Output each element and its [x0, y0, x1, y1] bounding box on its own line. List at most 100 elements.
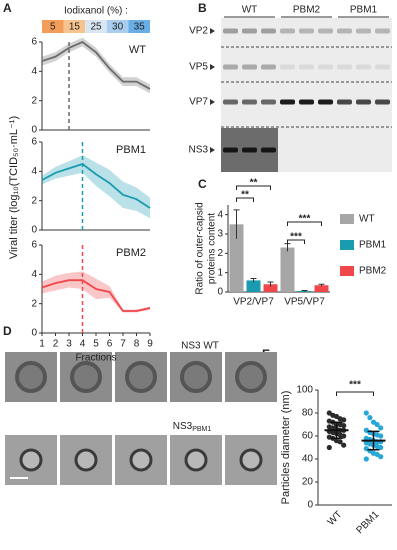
blot-marker — [210, 64, 215, 70]
blot-protein-label: NS3 — [189, 145, 209, 156]
blot-band — [242, 147, 257, 153]
data-point — [378, 454, 384, 460]
x-tick-label: PBM1 — [354, 509, 381, 536]
data-line — [41, 40, 151, 90]
y-tick-label: 0 — [31, 225, 37, 236]
y-tick-label: 2 — [31, 298, 37, 309]
error-bar — [233, 209, 240, 239]
y-tick-label: 0 — [217, 287, 223, 298]
y-tick-label: 1 — [217, 267, 223, 278]
blot-band — [337, 64, 352, 70]
bar — [280, 247, 295, 292]
y-tick-label: 4 — [31, 166, 37, 177]
x-tick-label: 9 — [147, 339, 153, 350]
panel-letter: B — [198, 1, 207, 15]
data-point — [378, 425, 384, 431]
significance-label: ** — [250, 178, 258, 189]
x-tick-label: 8 — [134, 339, 140, 350]
blot-band — [299, 99, 314, 105]
gradient-step — [42, 20, 64, 33]
sd-bar — [330, 421, 343, 440]
particle — [15, 361, 47, 393]
y-axis-label: Ratio of outer-capsid — [195, 202, 206, 294]
legend-label: PBM1 — [359, 240, 387, 251]
particle — [129, 448, 153, 472]
y-tick-label: 0 — [31, 328, 37, 339]
significance-label: *** — [299, 214, 311, 225]
blot-band — [356, 64, 371, 70]
y-tick-label: 6 — [31, 240, 37, 251]
data-point — [367, 415, 373, 421]
data-point — [378, 433, 384, 439]
blot-marker — [210, 99, 215, 105]
micrograph-label: NS3PBM1 — [173, 421, 212, 433]
blot-band — [261, 28, 276, 34]
blot-band — [375, 28, 390, 34]
y-axis-label: Particles diameter (nm) — [280, 391, 292, 505]
y-tick-label: 20 — [302, 477, 314, 488]
x-tick-label: 3 — [66, 339, 72, 350]
series-label: PBM2 — [116, 247, 146, 259]
data-point — [326, 444, 332, 451]
x-tick-label: WT — [326, 509, 345, 528]
particle — [180, 361, 212, 393]
significance-bracket — [287, 239, 305, 244]
x-tick-label: VP5/VP7 — [284, 297, 325, 308]
blot-marker — [210, 28, 215, 34]
panel-letter: D — [3, 324, 12, 338]
blot-band — [375, 99, 390, 105]
particle — [74, 448, 98, 472]
particle — [235, 361, 267, 393]
y-tick-label: 0 — [31, 125, 37, 136]
y-tick-label: 2 — [31, 195, 37, 206]
blot-band — [337, 28, 352, 34]
blot-band — [242, 28, 257, 34]
y-tick-label: 100 — [296, 385, 313, 396]
y-tick-label: 60 — [302, 431, 314, 442]
blot-group-label: PBM1 — [350, 5, 378, 16]
y-tick-label: 6 — [31, 37, 37, 48]
gradient-label: 35 — [134, 22, 146, 33]
blot-band — [223, 99, 238, 105]
blot-band — [280, 99, 295, 105]
error-bar — [301, 289, 308, 292]
micrograph-label: NS3 WT — [181, 341, 219, 352]
significance-label: ** — [241, 190, 249, 201]
blot-band — [318, 28, 333, 34]
data-point — [341, 423, 347, 429]
blot-marker — [210, 147, 215, 153]
blot-protein-label: VP7 — [189, 97, 208, 108]
x-tick-label: 7 — [120, 339, 126, 350]
sd-bar — [367, 430, 380, 451]
blot-band — [299, 28, 314, 34]
error-band — [96, 278, 110, 300]
blot-band — [280, 64, 295, 70]
micrograph-label-sub: PBM1 — [192, 426, 211, 433]
particle — [239, 448, 263, 472]
x-tick-label: 4 — [80, 339, 86, 350]
y-tick-label: 0 — [307, 500, 313, 511]
y-tick-label: 40 — [302, 454, 314, 465]
blot-band — [261, 99, 276, 105]
panel-letter: A — [3, 1, 12, 15]
bar — [314, 285, 329, 292]
error-band — [82, 155, 96, 186]
y-tick-label: 3 — [217, 229, 223, 240]
error-bar — [267, 281, 274, 287]
significance-bracket — [236, 185, 271, 190]
gradient-label: 25 — [90, 22, 102, 33]
blot-band — [375, 64, 390, 70]
y-tick-label: 6 — [31, 137, 37, 148]
blot-band — [337, 99, 352, 105]
blot-band — [223, 147, 238, 153]
bar — [263, 284, 278, 292]
gradient-label: 15 — [69, 22, 81, 33]
legend-swatch — [340, 214, 354, 224]
data-point — [341, 433, 347, 439]
legend-swatch — [340, 240, 354, 250]
y-tick-label: 4 — [217, 209, 223, 220]
significance-bracket — [236, 197, 254, 202]
data-line — [41, 279, 151, 312]
x-tick-label: 2 — [53, 339, 59, 350]
